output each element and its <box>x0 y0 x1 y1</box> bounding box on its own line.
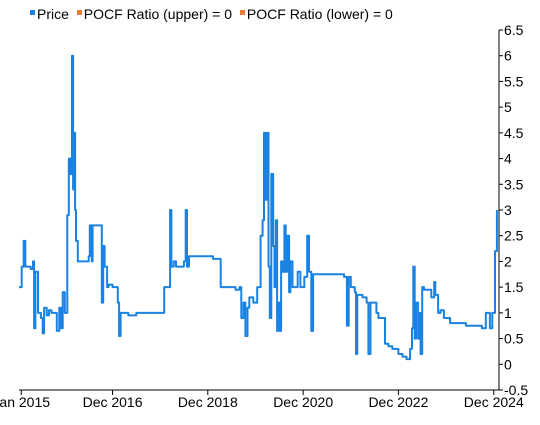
y-tick-label: 5.5 <box>504 73 524 89</box>
y-tick-label: 6 <box>504 48 512 64</box>
legend-item-pocf-upper[interactable]: POCF Ratio (upper) = 0 <box>76 6 233 22</box>
x-tick-label: Dec 2022 <box>368 394 428 410</box>
legend-swatch-pocf-lower <box>239 10 245 15</box>
y-tick-label: 2 <box>504 253 512 269</box>
y-axis-ticks: -0.5 0 0.5 1 1.5 2 2.5 3 3.5 4 4.5 5 5.5 6 6.5 <box>499 22 528 398</box>
legend-label-price: Price <box>37 6 69 22</box>
legend-swatch-price <box>30 10 35 15</box>
y-tick-label: 0.5 <box>504 331 524 347</box>
y-tick-label: 3 <box>504 202 512 218</box>
y-tick-label: 4.5 <box>504 125 524 141</box>
y-tick-label: 0 <box>504 356 512 372</box>
legend-label-pocf-lower: POCF Ratio (lower) = 0 <box>246 6 393 22</box>
y-tick-label: -0.5 <box>504 382 528 398</box>
y-tick-label: 3.5 <box>504 176 524 192</box>
y-tick-label: 2.5 <box>504 228 524 244</box>
x-tick-label: Dec 2024 <box>464 394 524 410</box>
x-axis-ticks: Jan 2015 Dec 2016 Dec 2018 Dec 2020 Dec 2022… <box>0 390 524 410</box>
y-tick-label: 6.5 <box>504 22 524 38</box>
y-tick-label: 1 <box>504 305 512 321</box>
legend: Price POCF Ratio (upper) = 0 POCF Ratio … <box>30 6 397 22</box>
y-tick-label: 1.5 <box>504 279 524 295</box>
legend-item-price[interactable]: Price <box>30 6 69 22</box>
y-tick-label: 5 <box>504 99 512 115</box>
series-line-price <box>19 54 498 361</box>
x-tick-label: Dec 2020 <box>273 394 333 410</box>
legend-swatch-pocf-upper <box>76 10 82 15</box>
x-tick-label: Dec 2018 <box>178 394 238 410</box>
series-layer <box>19 54 498 361</box>
legend-label-pocf-upper: POCF Ratio (upper) = 0 <box>83 6 233 22</box>
x-tick-label: Jan 2015 <box>0 394 50 410</box>
y-tick-label: 4 <box>504 151 512 167</box>
legend-item-pocf-lower[interactable]: POCF Ratio (lower) = 0 <box>239 6 393 22</box>
x-tick-label: Dec 2016 <box>83 394 143 410</box>
